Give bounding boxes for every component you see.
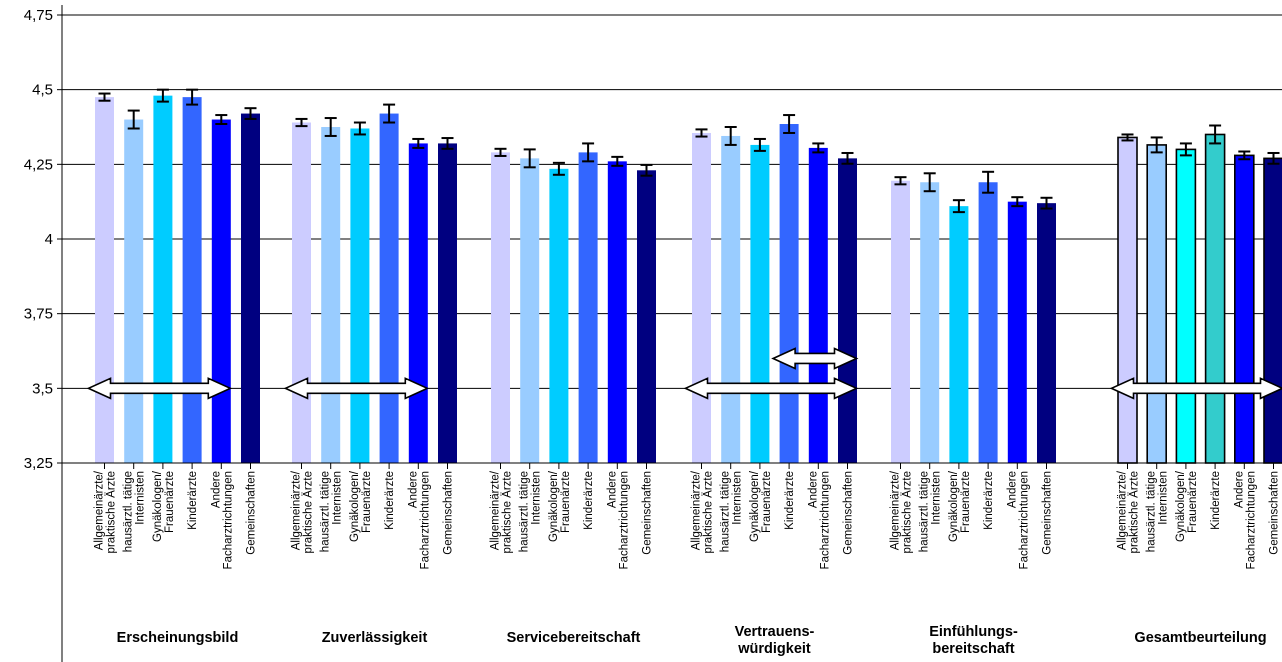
bar bbox=[211, 119, 231, 464]
bar bbox=[721, 135, 741, 463]
category-label: hausärztl. tätigeInternisten bbox=[123, 471, 147, 552]
category-label: Gemeinschaften bbox=[246, 471, 258, 555]
bar bbox=[520, 158, 540, 464]
group-label: Einfühlungs-bereitschaft bbox=[929, 624, 1018, 657]
y-tick-label: 3,5 bbox=[32, 380, 53, 397]
group-label: Erscheinungsbild bbox=[117, 630, 239, 646]
category-label: Gemeinschaften bbox=[642, 471, 654, 555]
category-label: Gynäkologen/Frauenärzte bbox=[548, 470, 572, 542]
group-label: Vertrauens-würdigkeit bbox=[735, 624, 815, 657]
bar bbox=[949, 206, 969, 463]
category-label: Allgemeinärzte/praktische Ärzte bbox=[94, 470, 118, 553]
bar bbox=[1234, 154, 1255, 464]
category-label: Kinderärzte bbox=[583, 471, 595, 530]
category-label: Kinderärzte bbox=[784, 471, 796, 530]
bar bbox=[1204, 133, 1226, 464]
axes bbox=[57, 5, 1282, 662]
bars bbox=[95, 88, 1282, 464]
category-label: Kinderärzte bbox=[384, 471, 396, 530]
category-label: Gemeinschaften bbox=[443, 471, 455, 555]
bar bbox=[182, 97, 202, 463]
y-tick-label: 3,75 bbox=[24, 306, 53, 323]
category-label: Gynäkologen/Frauenärzte bbox=[948, 470, 972, 542]
group-label: Zuverlässigkeit bbox=[322, 630, 428, 646]
category-label: Gynäkologen/Frauenärzte bbox=[749, 470, 773, 542]
bar bbox=[95, 97, 114, 463]
group-label: Gesamtbeurteilung bbox=[1134, 630, 1266, 646]
bar bbox=[292, 122, 311, 464]
category-label: hausärztl. tätigeInternisten bbox=[919, 471, 943, 552]
category-label: Gynäkologen/Frauenärzte bbox=[1175, 470, 1199, 542]
category-label: Allgemeinärzte/praktische Ärzte bbox=[1117, 470, 1141, 553]
bar bbox=[1117, 136, 1138, 464]
bar bbox=[438, 143, 457, 463]
category-label: AndereFacharztrichtungen bbox=[606, 471, 630, 569]
double-arrows bbox=[86, 347, 1282, 400]
double-arrow bbox=[771, 347, 859, 370]
category-label: Allgemeinärzte/praktische Ärzte bbox=[291, 470, 315, 553]
y-tick-label: 4,75 bbox=[24, 7, 53, 24]
bar bbox=[491, 152, 510, 464]
category-label: AndereFacharztrichtungen bbox=[210, 471, 234, 569]
bar bbox=[1263, 157, 1282, 464]
y-tick-label: 4,5 bbox=[32, 82, 53, 99]
bar bbox=[607, 161, 627, 463]
y-tick-label: 4,25 bbox=[24, 156, 53, 173]
bar bbox=[241, 113, 260, 463]
category-label: Gemeinschaften bbox=[1042, 471, 1054, 555]
bar bbox=[779, 124, 799, 463]
bar bbox=[350, 128, 370, 463]
bar bbox=[153, 95, 173, 463]
category-label: Allgemeinärzte/praktische Ärzte bbox=[691, 470, 715, 553]
category-label: AndereFacharztrichtungen bbox=[1233, 471, 1257, 569]
category-label: Kinderärzte bbox=[1210, 471, 1222, 530]
bar bbox=[838, 158, 857, 464]
labels: 4,75 4,5 4,25 4 3,75 3,5 3,25 Allgemeinärzte/pr… bbox=[24, 7, 1281, 657]
bar bbox=[1037, 203, 1056, 463]
category-label: AndereFacharztrichtungen bbox=[807, 471, 831, 569]
double-arrow bbox=[86, 377, 233, 400]
category-label: Gynäkologen/Frauenärzte bbox=[349, 470, 373, 542]
bar bbox=[692, 132, 711, 463]
bar bbox=[549, 168, 569, 463]
category-label: Kinderärzte bbox=[187, 471, 199, 530]
bar bbox=[891, 180, 910, 463]
group-label: Servicebereitschaft bbox=[507, 630, 641, 646]
bar bbox=[1175, 148, 1197, 464]
category-label: Allgemeinärzte/praktische Ärzte bbox=[890, 470, 914, 553]
bar bbox=[978, 182, 998, 463]
double-arrow bbox=[283, 377, 430, 400]
y-tick-label: 3,25 bbox=[24, 455, 53, 472]
category-label: hausärztl. tätigeInternisten bbox=[519, 471, 543, 552]
bar bbox=[920, 182, 940, 463]
double-arrow bbox=[683, 377, 859, 400]
bar bbox=[1146, 144, 1167, 464]
category-label: Kinderärzte bbox=[983, 471, 995, 530]
bar bbox=[637, 170, 656, 463]
bar bbox=[750, 144, 770, 464]
y-tick-label: 4 bbox=[45, 231, 53, 248]
category-label: AndereFacharztrichtungen bbox=[1006, 471, 1030, 569]
category-label: hausärztl. tätigeInternisten bbox=[1146, 471, 1170, 552]
category-label: Allgemeinärzte/praktische Ärzte bbox=[490, 470, 514, 553]
bar bbox=[321, 127, 341, 463]
bar bbox=[1007, 201, 1027, 463]
category-label: Gynäkologen/Frauenärzte bbox=[152, 470, 176, 542]
category-label: Gemeinschaften bbox=[843, 471, 855, 555]
category-label: Gemeinschaften bbox=[1269, 471, 1281, 555]
category-label: AndereFacharztrichtungen bbox=[407, 471, 431, 569]
bar bbox=[124, 119, 144, 464]
bar bbox=[379, 113, 399, 463]
bar bbox=[808, 147, 828, 463]
category-label: hausärztl. tätigeInternisten bbox=[720, 471, 744, 552]
bar bbox=[578, 152, 598, 464]
bar bbox=[408, 143, 428, 463]
double-arrow bbox=[1109, 377, 1282, 400]
category-label: hausärztl. tätigeInternisten bbox=[320, 471, 344, 552]
